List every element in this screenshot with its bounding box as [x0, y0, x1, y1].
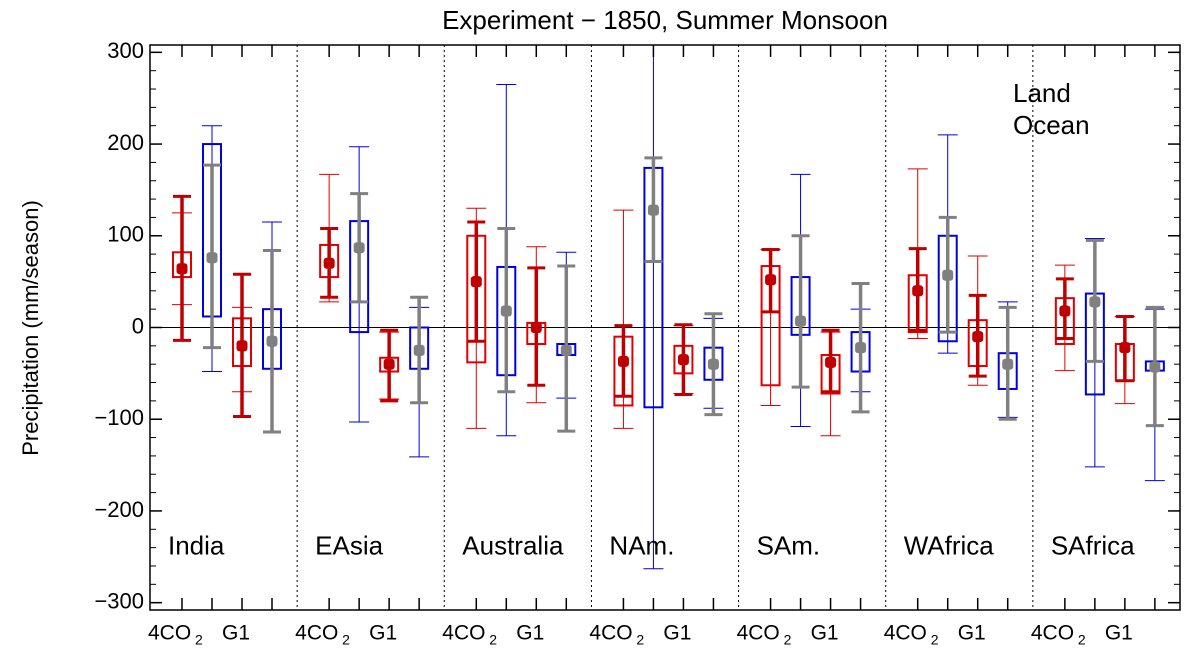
plot-area — [150, 45, 1180, 570]
region-label: SAm. — [757, 531, 821, 561]
y-tick-label: 0 — [132, 313, 144, 338]
mean-marker — [206, 252, 218, 264]
x-group-label: 4CO — [1031, 622, 1074, 645]
mean-marker — [530, 322, 542, 333]
x-group-label: 4CO — [148, 622, 191, 645]
mean-marker — [176, 263, 188, 275]
mean-marker — [765, 274, 777, 286]
region-label: SAfrica — [1051, 531, 1135, 561]
mean-marker — [1059, 305, 1071, 317]
chart-title: Experiment − 1850, Summer Monsoon — [442, 5, 888, 35]
x-group-label: G1 — [811, 622, 839, 645]
x-group-label: G1 — [222, 622, 250, 645]
mean-marker — [1002, 358, 1014, 370]
mean-marker — [470, 276, 482, 288]
mean-marker — [972, 331, 984, 343]
x-group-label: G1 — [1105, 622, 1133, 645]
x-group-subscript: 2 — [342, 632, 350, 648]
mean-marker — [383, 358, 395, 370]
y-axis-label: Precipitation (mm/season) — [18, 200, 43, 456]
y-tick-label: −200 — [94, 497, 144, 522]
x-group-label: G1 — [516, 622, 544, 645]
region-label: Australia — [462, 531, 564, 561]
y-tick-label: 100 — [107, 222, 144, 247]
mean-marker — [1089, 296, 1101, 308]
mean-marker — [266, 335, 278, 347]
x-group-label: 4CO — [737, 622, 780, 645]
x-group-label: 4CO — [442, 622, 485, 645]
mean-marker — [707, 358, 719, 370]
x-group-subscript: 2 — [931, 632, 939, 648]
mean-marker — [912, 285, 924, 297]
mean-marker — [1149, 361, 1161, 373]
x-group-label: 4CO — [589, 622, 632, 645]
region-label: EAsia — [315, 531, 383, 561]
x-group-subscript: 2 — [489, 632, 497, 648]
y-tick-label: −100 — [94, 405, 144, 430]
y-tick-label: 200 — [107, 130, 144, 155]
x-group-label: 4CO — [295, 622, 338, 645]
mean-marker — [942, 269, 954, 281]
y-tick-label: 300 — [107, 38, 144, 63]
mean-marker — [323, 257, 335, 269]
x-group-subscript: 2 — [195, 632, 203, 648]
region-label: NAm. — [609, 531, 674, 561]
x-group-subscript: 2 — [1078, 632, 1086, 648]
x-group-subscript: 2 — [636, 632, 644, 648]
y-tick-label: −300 — [94, 588, 144, 613]
mean-marker — [500, 305, 512, 317]
mean-marker — [825, 356, 837, 368]
mean-marker — [855, 342, 867, 354]
mean-marker — [795, 315, 807, 327]
x-group-label: G1 — [369, 622, 397, 645]
mean-marker — [353, 242, 365, 254]
legend-label: Ocean — [1013, 110, 1090, 140]
mean-marker — [677, 354, 689, 366]
mean-marker — [1119, 342, 1131, 354]
region-label: WAfrica — [904, 531, 995, 561]
x-group-label: G1 — [958, 622, 986, 645]
mean-marker — [560, 344, 572, 356]
mean-marker — [647, 204, 659, 216]
x-group-label: G1 — [663, 622, 691, 645]
x-group-label: 4CO — [884, 622, 927, 645]
mean-marker — [236, 340, 248, 352]
region-label: India — [168, 531, 225, 561]
mean-marker — [617, 355, 629, 367]
legend-label: Land — [1013, 78, 1071, 108]
mean-marker — [413, 344, 425, 356]
x-group-subscript: 2 — [784, 632, 792, 648]
